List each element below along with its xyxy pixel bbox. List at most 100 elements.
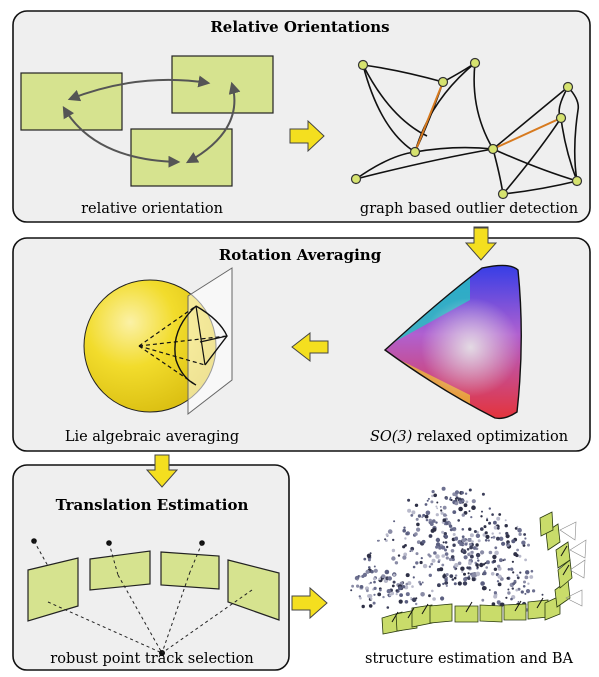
cloud-point: [451, 557, 455, 562]
graph-nodes: [350, 57, 583, 200]
cloud-point: [525, 570, 530, 575]
cloud-point: [452, 510, 457, 514]
cloud-point: [387, 576, 392, 581]
cloud-point: [468, 488, 472, 492]
cloud-point: [449, 496, 452, 499]
cloud-point: [388, 594, 392, 597]
cloud-point: [479, 562, 484, 568]
cloud-point: [477, 539, 481, 543]
cloud-point: [483, 525, 487, 529]
cloud-point: [419, 582, 423, 586]
cloud-point: [359, 596, 362, 600]
cloud-point: [483, 569, 486, 572]
cloud-point: [421, 581, 424, 584]
cloud-point: [488, 507, 491, 510]
cloud-point: [512, 582, 516, 586]
cloud-point: [471, 505, 476, 511]
cloud-point: [441, 554, 446, 558]
cloud-point: [510, 597, 513, 601]
reconstruction-figure: [350, 486, 587, 635]
cloud-point: [541, 593, 544, 596]
cloud-point: [498, 513, 502, 516]
cloud-point: [453, 582, 457, 586]
cloud-point: [381, 574, 386, 579]
cloud-point: [507, 591, 511, 595]
cloud-point: [454, 574, 458, 577]
cloud-point: [481, 492, 485, 496]
cloud-point: [471, 499, 476, 504]
cloud-point: [350, 589, 353, 592]
cloud-point: [468, 510, 471, 513]
cloud-point: [398, 599, 403, 604]
relation-arrow: [62, 105, 181, 168]
cloud-point: [429, 521, 432, 524]
block-arrow-icon: [291, 586, 328, 620]
cloud-point: [437, 560, 441, 563]
graph-node: [357, 59, 369, 71]
cloud-point: [368, 566, 371, 569]
cloud-point: [500, 602, 505, 607]
cloud-point: [470, 550, 474, 554]
cloud-point: [393, 573, 396, 577]
camera-axes: [391, 545, 570, 623]
cloud-point: [492, 554, 497, 560]
camera-frame: [89, 550, 151, 591]
cloud-point: [444, 548, 447, 552]
cloud-point: [485, 566, 489, 569]
cloud-point: [485, 560, 490, 565]
camera-frame: [27, 557, 79, 622]
cloud-point: [475, 533, 481, 538]
cloud-point: [480, 515, 483, 518]
cloud-point: [445, 584, 448, 588]
graph-node: [487, 143, 499, 155]
caption-structure-estimation: structure estimation and BA: [365, 651, 573, 667]
cloud-point: [425, 510, 431, 516]
cloud-point: [452, 543, 456, 547]
cloud-point: [432, 519, 436, 523]
cloud-point: [510, 567, 514, 571]
cloud-point: [411, 597, 417, 603]
cloud-point: [357, 575, 361, 578]
cloud-point: [524, 575, 529, 580]
cloud-point: [440, 509, 443, 512]
block-arrow-icon: [464, 227, 498, 261]
cloud-point: [359, 585, 364, 589]
panel-rotation-averaging: Rotation Averaging: [12, 227, 591, 452]
cloud-point: [448, 524, 453, 528]
cloud-point: [377, 592, 382, 597]
cloud-point: [467, 538, 472, 542]
cloud-point: [428, 565, 432, 568]
cloud-point: [391, 548, 396, 553]
cloud-point: [468, 559, 472, 562]
cloud-point: [402, 528, 407, 533]
cloud-point: [444, 523, 446, 526]
cloud-point: [431, 490, 435, 494]
cloud-point: [485, 534, 490, 540]
cloud-point: [426, 499, 429, 502]
cloud-point: [432, 597, 436, 601]
cloud-point: [407, 508, 412, 513]
cloud-point: [457, 561, 462, 566]
cloud-point: [444, 541, 448, 544]
cloud-point: [420, 557, 423, 560]
cloud-point: [440, 596, 445, 601]
cloud-point: [444, 552, 449, 556]
caption-point-track: robust point track selection: [50, 651, 253, 667]
cloud-point: [452, 533, 456, 536]
cloud-point: [482, 586, 487, 590]
cloud-point: [370, 570, 374, 574]
cloud-point: [527, 582, 530, 585]
cloud-point: [414, 503, 419, 507]
cloud-point: [387, 529, 393, 534]
outlier-edge: [414, 81, 444, 153]
cloud-point: [457, 539, 462, 545]
cloud-point: [403, 526, 406, 529]
cloud-point: [425, 518, 429, 522]
panel-translation-estimation: Translation Estimation robust point trac…: [12, 454, 290, 671]
cloud-point: [439, 567, 444, 572]
cloud-point: [484, 531, 488, 535]
cloud-point: [516, 574, 519, 577]
cloud-point: [507, 568, 511, 571]
cloud-point: [513, 579, 517, 583]
block-arrow-icon: [291, 331, 329, 363]
